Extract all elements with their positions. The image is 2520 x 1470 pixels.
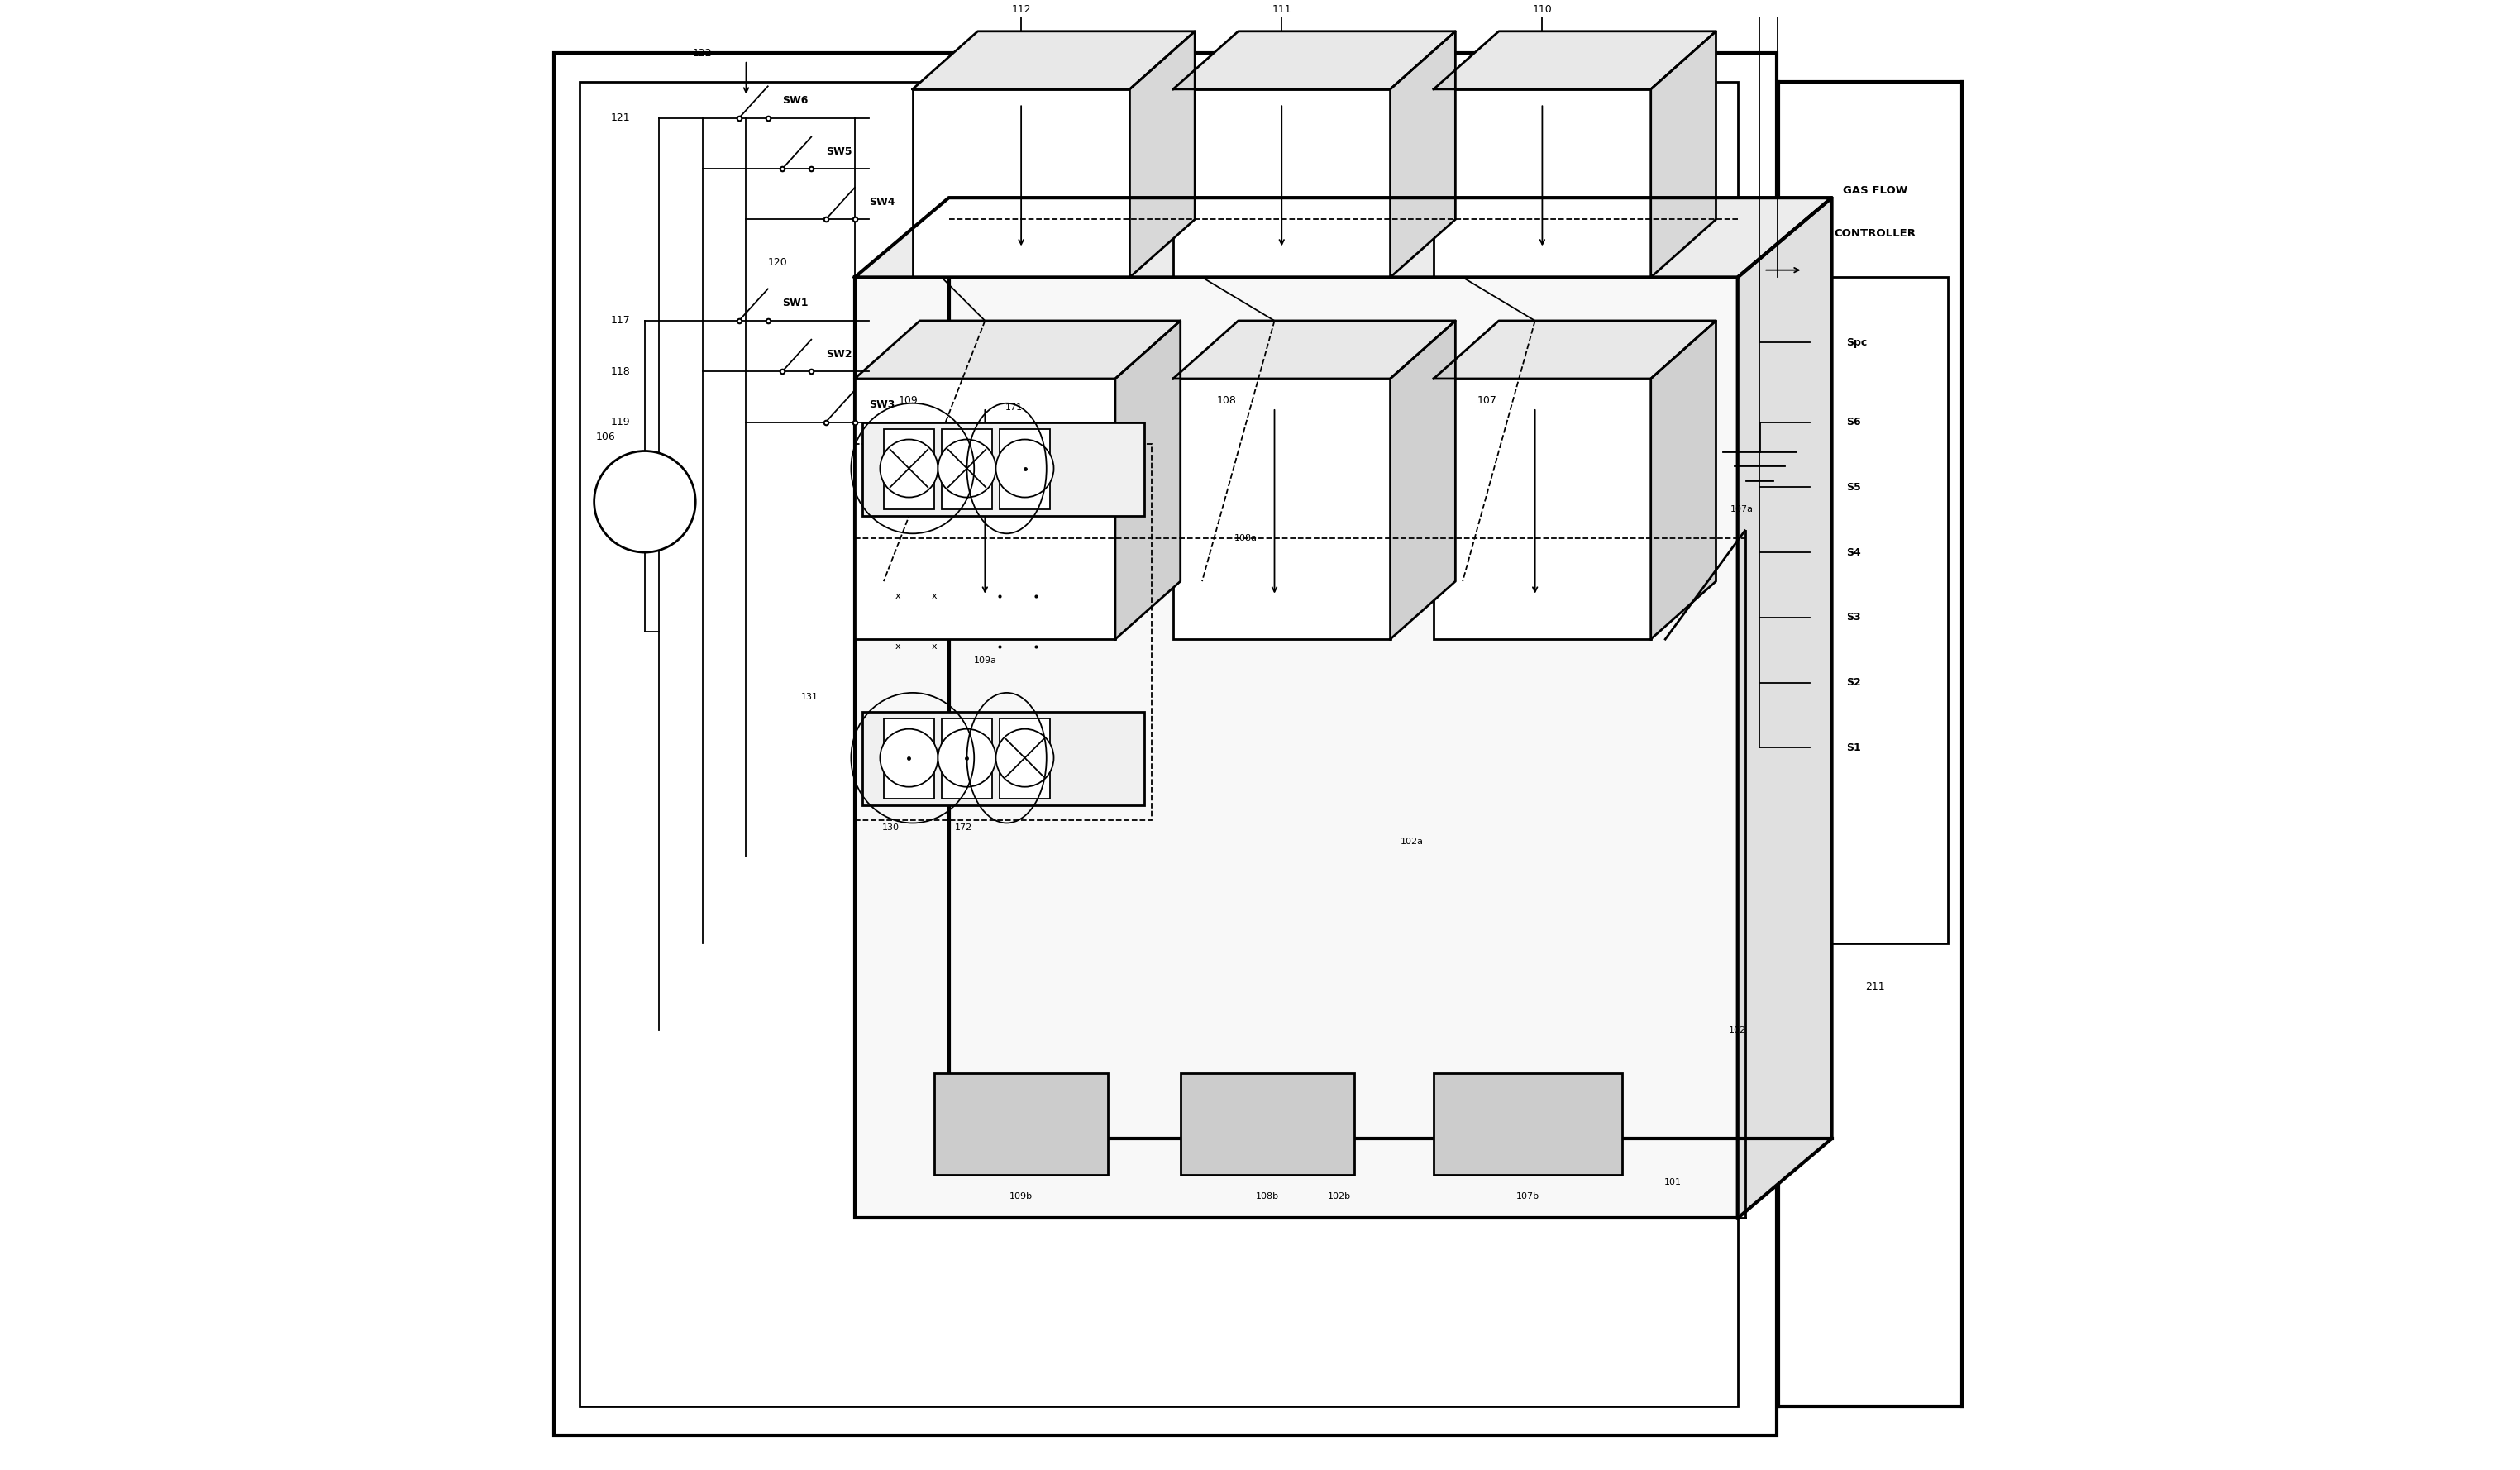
Circle shape xyxy=(595,451,696,553)
Text: 107b: 107b xyxy=(1517,1192,1540,1201)
Bar xyxy=(854,444,1152,820)
Text: 119: 119 xyxy=(610,416,630,428)
Text: SW5: SW5 xyxy=(827,146,852,157)
Bar xyxy=(1434,90,1651,278)
Bar xyxy=(554,53,1777,1435)
Text: 211: 211 xyxy=(1865,980,1885,992)
Bar xyxy=(1174,379,1391,639)
Text: x: x xyxy=(895,642,900,651)
Polygon shape xyxy=(854,320,1179,379)
Text: GAS FLOW: GAS FLOW xyxy=(1842,185,1908,196)
Text: SW3: SW3 xyxy=(869,400,895,410)
Text: S5: S5 xyxy=(1847,482,1860,492)
Text: S2: S2 xyxy=(1847,678,1860,688)
Circle shape xyxy=(937,440,995,497)
Polygon shape xyxy=(1651,320,1716,639)
Bar xyxy=(942,719,993,798)
Text: SW2: SW2 xyxy=(827,348,852,359)
Text: 108: 108 xyxy=(1217,395,1237,406)
Bar xyxy=(1174,90,1391,278)
Bar xyxy=(1434,379,1651,639)
Bar xyxy=(854,278,1739,1219)
Text: 118: 118 xyxy=(610,366,630,376)
Polygon shape xyxy=(854,197,1832,278)
Text: 102b: 102b xyxy=(1328,1192,1351,1201)
Text: 101: 101 xyxy=(1663,1177,1681,1186)
Text: SW1: SW1 xyxy=(781,298,809,309)
Circle shape xyxy=(937,729,995,786)
Text: 107: 107 xyxy=(1477,395,1497,406)
Circle shape xyxy=(995,729,1053,786)
Text: 107a: 107a xyxy=(1731,504,1754,513)
Text: I: I xyxy=(1091,453,1096,463)
Polygon shape xyxy=(1174,320,1457,379)
Bar xyxy=(885,719,935,798)
Text: x: x xyxy=(895,591,900,600)
Text: 109: 109 xyxy=(897,395,917,406)
Text: 171: 171 xyxy=(1005,403,1023,412)
Bar xyxy=(885,429,935,509)
Text: 108a: 108a xyxy=(1235,534,1257,542)
Bar xyxy=(1809,278,1948,944)
Text: 172: 172 xyxy=(955,823,973,832)
Bar xyxy=(862,422,1144,516)
Polygon shape xyxy=(1434,31,1716,90)
Polygon shape xyxy=(1174,31,1457,90)
Bar xyxy=(1434,1073,1623,1175)
Polygon shape xyxy=(1391,320,1457,639)
Polygon shape xyxy=(1129,31,1194,278)
Circle shape xyxy=(995,440,1053,497)
Text: 102a: 102a xyxy=(1401,838,1424,845)
Text: 112: 112 xyxy=(1011,4,1031,15)
Polygon shape xyxy=(1651,31,1716,278)
Text: 106: 106 xyxy=(597,431,615,442)
Bar xyxy=(912,90,1129,278)
Text: S4: S4 xyxy=(1847,547,1860,557)
Circle shape xyxy=(879,440,937,497)
Text: S1: S1 xyxy=(1847,742,1860,753)
Bar xyxy=(1000,719,1051,798)
Bar xyxy=(862,711,1144,806)
Bar xyxy=(1000,429,1051,509)
Text: 108b: 108b xyxy=(1255,1192,1278,1201)
Text: 109a: 109a xyxy=(973,657,995,664)
Bar xyxy=(1179,1073,1353,1175)
Text: 111: 111 xyxy=(1273,4,1290,15)
Polygon shape xyxy=(1116,320,1179,639)
Bar xyxy=(942,429,993,509)
Text: 131: 131 xyxy=(801,692,819,701)
Polygon shape xyxy=(1739,197,1832,1219)
Text: S6: S6 xyxy=(1847,416,1860,428)
Text: 122: 122 xyxy=(693,47,713,59)
Text: 121: 121 xyxy=(610,113,630,123)
Text: 109b: 109b xyxy=(1011,1192,1033,1201)
Text: S3: S3 xyxy=(1847,612,1860,623)
Text: SW4: SW4 xyxy=(869,197,895,207)
Polygon shape xyxy=(1434,320,1716,379)
Bar xyxy=(854,379,1116,639)
Text: 120: 120 xyxy=(769,257,786,268)
Text: SW6: SW6 xyxy=(781,96,809,106)
Text: 130: 130 xyxy=(882,823,900,832)
Text: x: x xyxy=(932,591,937,600)
Text: 117: 117 xyxy=(610,316,630,326)
Text: 110: 110 xyxy=(1532,4,1552,15)
Text: Spc: Spc xyxy=(1847,337,1867,348)
Circle shape xyxy=(879,729,937,786)
Polygon shape xyxy=(912,31,1194,90)
Bar xyxy=(935,1073,1109,1175)
Polygon shape xyxy=(1391,31,1457,278)
Bar xyxy=(580,82,1739,1407)
Text: x: x xyxy=(932,642,937,651)
Text: ~: ~ xyxy=(638,494,653,510)
Text: 102: 102 xyxy=(1729,1026,1746,1035)
Text: CONTROLLER: CONTROLLER xyxy=(1835,228,1915,240)
